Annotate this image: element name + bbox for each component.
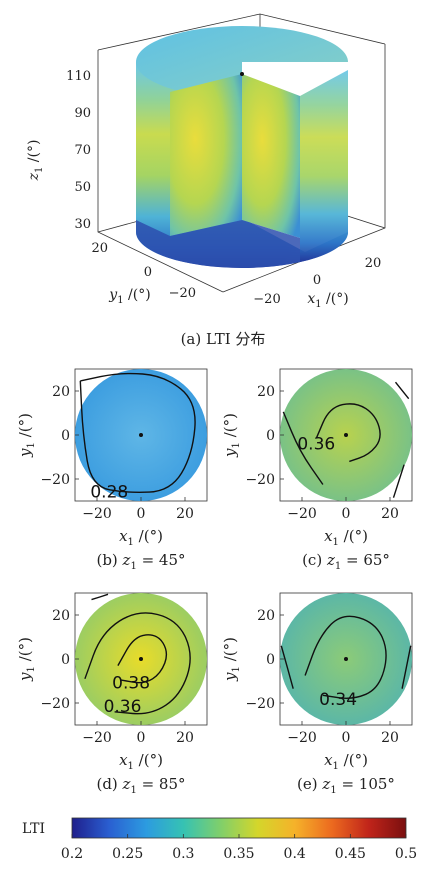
colorbar-tick-label: 0.25: [112, 846, 143, 862]
x-tick-label: 0: [342, 506, 351, 522]
y-tick-label: 20: [52, 384, 70, 400]
x-tick-label: −20: [253, 292, 280, 307]
panel-caption: (d) z1 = 85°: [96, 775, 185, 796]
panel-caption: (e) z1 = 105°: [297, 775, 395, 796]
contour-label: 0.34: [319, 690, 357, 710]
y-tick-label: −20: [169, 286, 196, 301]
contour-line: [117, 634, 168, 684]
colorbar: LTI 0.2 0.25 0.3 0.35 0.4 0.45 0.5: [22, 817, 417, 862]
x-tick-label: 20: [176, 730, 194, 746]
x-tick-label: 20: [381, 730, 399, 746]
x-axis-label: x1 /(°): [119, 527, 163, 548]
cut-face-left: [170, 74, 242, 236]
y-tick-label: 0: [61, 652, 70, 668]
y-tick-label: −20: [245, 472, 275, 488]
y-tick-label: 0: [144, 265, 152, 280]
x-axis-ticks-3d: −20 0 20: [253, 256, 381, 307]
heatmap-panel: 0.28 −20 0 20 20 0 −20 x1 /(°) y1 /(°) (b) z1 = 4…: [16, 368, 208, 572]
x-axis-label: x1 /(°): [324, 751, 368, 772]
y-tick-label: 0: [266, 652, 275, 668]
contour-line: [315, 403, 381, 463]
colorbar-tick-label: 0.5: [395, 846, 417, 862]
z-axis-ticks: 110 90 70 50 30: [66, 69, 91, 232]
x-tick-label: 0: [342, 730, 351, 746]
contour-line: [79, 372, 196, 494]
colorbar-tick-label: 0.3: [172, 846, 194, 862]
colorbar-tick-label: 0.35: [223, 846, 254, 862]
z-tick-label: 70: [74, 143, 91, 158]
contour-label: 0.36: [104, 697, 142, 717]
y-tick-label: 20: [52, 608, 70, 624]
y-axis-label: y1 /(°): [16, 637, 37, 682]
colorbar-tick-label: 0.4: [284, 846, 306, 862]
x-axis-label-3d: x1 /(°): [307, 291, 348, 310]
x-tick-label: −20: [82, 730, 112, 746]
y-axis-ticks-3d: 20 0 −20: [91, 241, 196, 301]
panel-a-3d-plot: 110 90 70 50 30 z1 /(°) 20 0 −20 y1 /(°)…: [26, 13, 386, 348]
cylinder-axis-point: [240, 72, 244, 76]
contour-line: [401, 645, 412, 689]
x-tick-label: 20: [365, 256, 382, 271]
center-point: [344, 433, 348, 437]
contour-label: 0.28: [90, 483, 128, 503]
x-tick-label: −20: [287, 730, 317, 746]
y-axis-label: y1 /(°): [221, 413, 242, 458]
colorbar-ticks: 0.2 0.25 0.3 0.35 0.4 0.45 0.5: [61, 834, 417, 862]
heatmap-panel: 0.34 −20 0 20 20 0 −20 x1 /(°) y1 /(°) (e) z1 = 1…: [221, 592, 413, 796]
contour-line: [282, 411, 324, 485]
cylinder-surface: [136, 26, 348, 268]
y-tick-label: −20: [40, 472, 70, 488]
contour-line: [392, 464, 405, 498]
x-axis-label: x1 /(°): [119, 751, 163, 772]
y-tick-label: 0: [266, 428, 275, 444]
cylinder-base-band: [136, 220, 300, 268]
y-tick-label: −20: [245, 696, 275, 712]
z-tick-label: 50: [74, 180, 91, 195]
x-tick-label: 20: [176, 506, 194, 522]
y-axis-label: y1 /(°): [16, 413, 37, 458]
center-point: [139, 657, 143, 661]
panel-a-caption: (a) LTI 分布: [181, 330, 266, 348]
z-tick-label: 30: [74, 217, 91, 232]
center-point: [139, 433, 143, 437]
contour-line: [394, 381, 410, 400]
y-tick-label: 20: [257, 384, 275, 400]
z-tick-label: 110: [66, 69, 91, 84]
contour-line: [84, 612, 191, 715]
x-tick-label: −20: [287, 506, 317, 522]
x-tick-label: −20: [82, 506, 112, 522]
y-tick-label: 20: [257, 608, 275, 624]
contour-line: [280, 645, 294, 689]
heatmap-panel: 0.38 0.36 −20 0 20 20 0 −20 x1 /(°) y1 /(°) (d) z1…: [16, 592, 208, 796]
y-tick-label: 0: [61, 428, 70, 444]
contour-label: 0.36: [297, 435, 335, 455]
y-tick-label: −20: [40, 696, 70, 712]
panel-caption: (c) z1 = 65°: [302, 551, 390, 572]
heatmap-panel: 0.36 −20 0 20 20 0 −20 x1 /(°) y1 /(°) (c) z1 = 6…: [221, 368, 413, 572]
z-axis-label: z1 /(°): [26, 140, 45, 182]
y-axis-label-3d: y1 /(°): [108, 287, 150, 306]
colorbar-tick-label: 0.45: [335, 846, 366, 862]
center-point: [344, 657, 348, 661]
colorbar-label: LTI: [22, 821, 45, 837]
y-tick-label: 20: [91, 241, 108, 256]
x-tick-label: 0: [137, 506, 146, 522]
contour-line: [91, 593, 109, 601]
x-axis-label: x1 /(°): [324, 527, 368, 548]
x-tick-label: 0: [137, 730, 146, 746]
contour-line: [304, 615, 387, 699]
colorbar-tick-label: 0.2: [61, 846, 83, 862]
x-tick-label: 0: [313, 273, 321, 288]
cylinder-right-sliver: [300, 70, 348, 262]
contour-label: 0.38: [112, 674, 150, 694]
heatmap-panels: 0.28 −20 0 20 20 0 −20 x1 /(°) y1 /(°) (b) z1 = 4…: [16, 368, 413, 796]
z-tick-label: 90: [74, 106, 91, 121]
y-axis-label: y1 /(°): [221, 637, 242, 682]
x-tick-label: 20: [381, 506, 399, 522]
panel-caption: (b) z1 = 45°: [96, 551, 185, 572]
cut-face-right: [242, 74, 300, 238]
